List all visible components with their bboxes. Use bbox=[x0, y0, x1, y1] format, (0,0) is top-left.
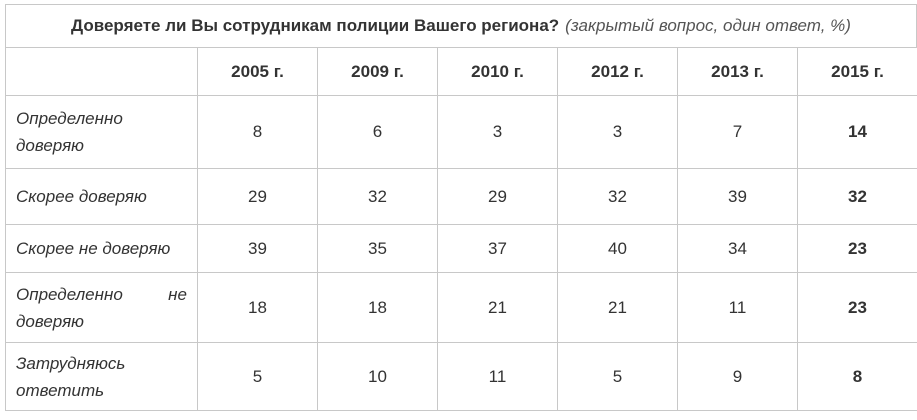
row-label-text: Определенно не доверяю bbox=[16, 284, 187, 331]
value-cell: 29 bbox=[437, 168, 558, 225]
value-cell: 9 bbox=[677, 342, 798, 411]
row-label-text: Скорее доверяю bbox=[16, 187, 147, 206]
table-title: Доверяете ли Вы сотрудникам полиции Ваше… bbox=[5, 4, 917, 48]
value-cell-text: 35 bbox=[368, 238, 387, 258]
value-cell-text: 14 bbox=[848, 122, 867, 141]
corner-cell bbox=[5, 47, 198, 96]
value-cell-text: 39 bbox=[728, 186, 747, 206]
column-header: 2015 г. bbox=[797, 47, 917, 96]
value-cell-text: 5 bbox=[612, 366, 623, 386]
row-label: Определенно не доверяю bbox=[5, 272, 198, 343]
column-header-text: 2005 г. bbox=[231, 61, 284, 81]
column-header-text: 2015 г. bbox=[831, 61, 884, 81]
row-label-text: Скорее не доверяю bbox=[16, 239, 171, 258]
value-cell: 32 bbox=[797, 168, 917, 225]
column-header-text: 2012 г. bbox=[591, 61, 644, 81]
value-cell-text: 10 bbox=[368, 366, 387, 386]
value-cell: 23 bbox=[797, 224, 917, 273]
value-cell-text: 21 bbox=[608, 297, 627, 317]
column-header: 2010 г. bbox=[437, 47, 558, 96]
value-cell-text: 32 bbox=[848, 186, 867, 206]
value-cell: 40 bbox=[557, 224, 678, 273]
row-label: Затрудняюсь ответить bbox=[5, 342, 198, 411]
value-cell: 32 bbox=[557, 168, 678, 225]
column-header: 2005 г. bbox=[197, 47, 318, 96]
value-cell: 21 bbox=[437, 272, 558, 343]
value-cell: 3 bbox=[557, 95, 678, 169]
value-cell: 37 bbox=[437, 224, 558, 273]
value-cell-text: 3 bbox=[492, 122, 503, 141]
value-cell: 34 bbox=[677, 224, 798, 273]
value-cell-text: 9 bbox=[732, 366, 743, 386]
value-cell-text: 29 bbox=[488, 186, 507, 206]
row-label: Определенно доверяю bbox=[5, 95, 198, 169]
value-cell: 14 bbox=[797, 95, 917, 169]
value-cell-text: 37 bbox=[488, 238, 507, 258]
value-cell-text: 6 bbox=[372, 122, 383, 141]
row-label: Скорее доверяю bbox=[5, 168, 198, 225]
title-main: Доверяете ли Вы сотрудникам полиции Ваше… bbox=[71, 16, 560, 35]
column-header: 2012 г. bbox=[557, 47, 678, 96]
column-header-text: 2010 г. bbox=[471, 61, 524, 81]
value-cell: 35 bbox=[317, 224, 438, 273]
value-cell-text: 8 bbox=[252, 122, 263, 141]
value-cell: 11 bbox=[437, 342, 558, 411]
value-cell-text: 29 bbox=[248, 186, 267, 206]
column-header-text: 2009 г. bbox=[351, 61, 404, 81]
value-cell-text: 40 bbox=[608, 238, 627, 258]
value-cell-text: 5 bbox=[252, 366, 263, 386]
value-cell-text: 3 bbox=[612, 122, 623, 141]
row-label-text: Определенно доверяю bbox=[16, 109, 123, 155]
value-cell: 5 bbox=[557, 342, 678, 411]
value-cell: 3 bbox=[437, 95, 558, 169]
value-cell-text: 32 bbox=[608, 186, 627, 206]
value-cell: 29 bbox=[197, 168, 318, 225]
value-cell: 8 bbox=[197, 95, 318, 169]
value-cell-text: 23 bbox=[848, 297, 867, 317]
value-cell: 8 bbox=[797, 342, 917, 411]
value-cell: 32 bbox=[317, 168, 438, 225]
value-cell: 39 bbox=[677, 168, 798, 225]
value-cell: 21 bbox=[557, 272, 678, 343]
value-cell-text: 18 bbox=[248, 297, 267, 317]
value-cell-text: 34 bbox=[728, 238, 747, 258]
column-header: 2013 г. bbox=[677, 47, 798, 96]
column-header-text: 2013 г. bbox=[711, 61, 764, 81]
value-cell: 39 bbox=[197, 224, 318, 273]
value-cell: 11 bbox=[677, 272, 798, 343]
value-cell: 6 bbox=[317, 95, 438, 169]
value-cell-text: 23 bbox=[848, 238, 867, 258]
value-cell-text: 7 bbox=[732, 122, 743, 141]
value-cell-text: 11 bbox=[728, 297, 747, 317]
value-cell: 10 bbox=[317, 342, 438, 411]
value-cell-text: 8 bbox=[852, 366, 863, 386]
row-label: Скорее не доверяю bbox=[5, 224, 198, 273]
column-header: 2009 г. bbox=[317, 47, 438, 96]
value-cell-text: 11 bbox=[488, 366, 507, 386]
value-cell: 18 bbox=[197, 272, 318, 343]
value-cell-text: 32 bbox=[368, 186, 387, 206]
value-cell-text: 39 bbox=[248, 238, 267, 258]
value-cell-text: 18 bbox=[368, 297, 387, 317]
row-label-text: Затрудняюсь ответить bbox=[16, 353, 126, 400]
value-cell: 5 bbox=[197, 342, 318, 411]
title-note: (закрытый вопрос, один ответ, %) bbox=[565, 16, 851, 35]
value-cell: 7 bbox=[677, 95, 798, 169]
value-cell-text: 21 bbox=[488, 297, 507, 317]
value-cell: 23 bbox=[797, 272, 917, 343]
value-cell: 18 bbox=[317, 272, 438, 343]
